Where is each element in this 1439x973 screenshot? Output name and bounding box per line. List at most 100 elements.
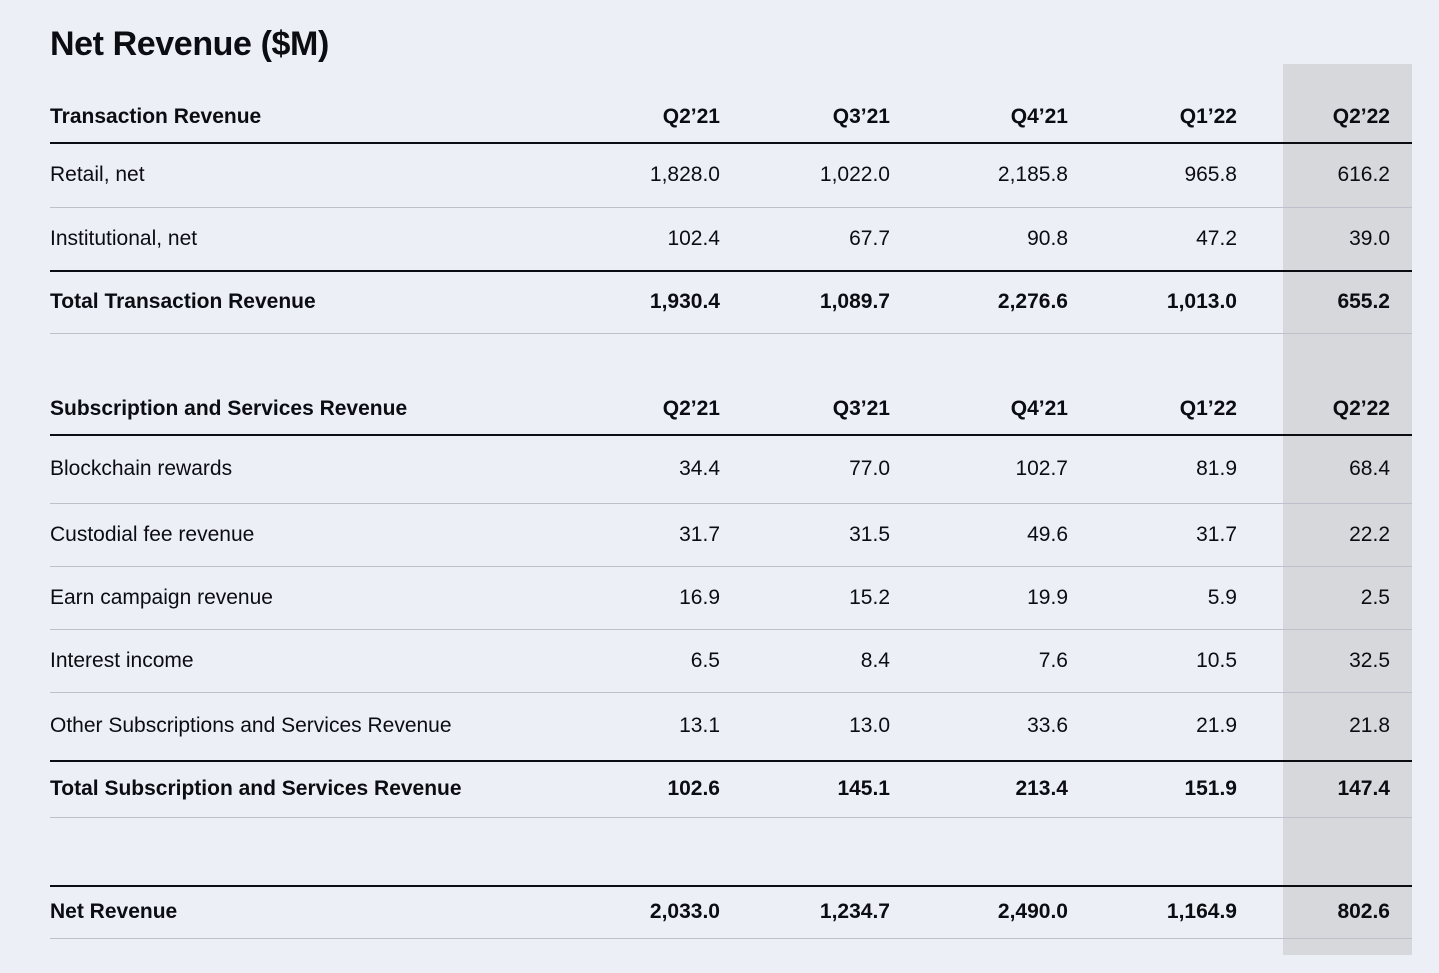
- value-cell: 1,164.9: [1068, 885, 1237, 939]
- value-cell: 15.2: [720, 566, 890, 630]
- value-cell: 965.8: [1068, 143, 1237, 208]
- total-row-label: Total Subscription and Services Revenue: [50, 761, 550, 818]
- total-row-label: Total Transaction Revenue: [50, 271, 550, 334]
- spacer-cell: [1237, 64, 1283, 144]
- spacer-cell: [1237, 761, 1283, 818]
- value-cell: 151.9: [1068, 761, 1237, 818]
- value-cell: 5.9: [1068, 566, 1237, 630]
- column-header-q2-22-highlighted: Q2’22: [1283, 64, 1412, 144]
- highlight-band-cell: [1283, 817, 1412, 886]
- value-cell: 31.7: [550, 503, 720, 567]
- section-header-label: Transaction Revenue: [50, 64, 550, 144]
- column-header-q2-22-highlighted: Q2’22: [1283, 383, 1412, 436]
- value-cell: 21.9: [1068, 692, 1237, 762]
- row-interest-income: Interest income 6.5 8.4 7.6 10.5 32.5: [50, 629, 1412, 693]
- page-title: Net Revenue ($M): [50, 25, 329, 63]
- value-cell: 8.4: [720, 629, 890, 693]
- row-retail-net: Retail, net 1,828.0 1,022.0 2,185.8 965.…: [50, 143, 1412, 208]
- value-cell-highlighted: 616.2: [1283, 143, 1412, 208]
- highlight-band-cell: [1283, 333, 1412, 383]
- subscription-header-row: Subscription and Services Revenue Q2’21 …: [50, 383, 1412, 436]
- value-cell: 13.0: [720, 692, 890, 762]
- column-header-q2-21: Q2’21: [550, 64, 720, 144]
- spacer-row: [50, 817, 1412, 886]
- value-cell: 2,490.0: [890, 885, 1068, 939]
- value-cell: 1,089.7: [720, 271, 890, 334]
- row-custodial-fee-revenue: Custodial fee revenue 31.7 31.5 49.6 31.…: [50, 503, 1412, 567]
- value-cell-highlighted: 22.2: [1283, 503, 1412, 567]
- value-cell-highlighted: 802.6: [1283, 885, 1412, 939]
- value-cell-highlighted: 39.0: [1283, 207, 1412, 272]
- value-cell: 1,828.0: [550, 143, 720, 208]
- value-cell-highlighted: 68.4: [1283, 435, 1412, 504]
- value-cell: 2,276.6: [890, 271, 1068, 334]
- value-cell: 77.0: [720, 435, 890, 504]
- highlight-band-cell: [1283, 938, 1412, 955]
- spacer-cell: [50, 333, 550, 383]
- value-cell-highlighted: 21.8: [1283, 692, 1412, 762]
- section-header-label: Subscription and Services Revenue: [50, 383, 550, 436]
- grand-total-label: Net Revenue: [50, 885, 550, 939]
- spacer-row: [50, 938, 1412, 955]
- column-header-q1-22: Q1’22: [1068, 64, 1237, 144]
- spacer-cell: [1237, 566, 1283, 630]
- spacer-row: [50, 333, 1412, 383]
- value-cell: 81.9: [1068, 435, 1237, 504]
- spacer-cell: [50, 938, 550, 955]
- value-cell: 2,033.0: [550, 885, 720, 939]
- value-cell: 102.4: [550, 207, 720, 272]
- value-cell: 213.4: [890, 761, 1068, 818]
- value-cell: 145.1: [720, 761, 890, 818]
- value-cell: 90.8: [890, 207, 1068, 272]
- row-label: Interest income: [50, 629, 550, 693]
- value-cell: 7.6: [890, 629, 1068, 693]
- value-cell: 67.7: [720, 207, 890, 272]
- spacer-cell: [1237, 435, 1283, 504]
- spacer-cell: [1237, 503, 1283, 567]
- value-cell: 33.6: [890, 692, 1068, 762]
- value-cell: 19.9: [890, 566, 1068, 630]
- row-label: Institutional, net: [50, 207, 550, 272]
- value-cell: 47.2: [1068, 207, 1237, 272]
- column-header-q2-21: Q2’21: [550, 383, 720, 436]
- row-total-subscription-revenue: Total Subscription and Services Revenue …: [50, 761, 1412, 818]
- spacer-cell: [1237, 383, 1283, 436]
- column-header-q1-22: Q1’22: [1068, 383, 1237, 436]
- value-cell-highlighted: 2.5: [1283, 566, 1412, 630]
- spacer-cell: [1237, 885, 1283, 939]
- column-header-q3-21: Q3’21: [720, 64, 890, 144]
- column-header-q3-21: Q3’21: [720, 383, 890, 436]
- row-label: Custodial fee revenue: [50, 503, 550, 567]
- value-cell: 1,234.7: [720, 885, 890, 939]
- transaction-header-row: Transaction Revenue Q2’21 Q3’21 Q4’21 Q1…: [50, 64, 1412, 144]
- value-cell: 6.5: [550, 629, 720, 693]
- row-label: Retail, net: [50, 143, 550, 208]
- row-label: Earn campaign revenue: [50, 566, 550, 630]
- column-header-q4-21: Q4’21: [890, 64, 1068, 144]
- row-label: Other Subscriptions and Services Revenue: [50, 692, 550, 762]
- spacer-cell: [1237, 143, 1283, 208]
- row-other-subscriptions-and-services: Other Subscriptions and Services Revenue…: [50, 692, 1412, 762]
- value-cell-highlighted: 655.2: [1283, 271, 1412, 334]
- spacer-cell: [1237, 271, 1283, 334]
- value-cell: 31.7: [1068, 503, 1237, 567]
- value-cell-highlighted: 147.4: [1283, 761, 1412, 818]
- value-cell: 2,185.8: [890, 143, 1068, 208]
- row-label: Blockchain rewards: [50, 435, 550, 504]
- value-cell: 1,930.4: [550, 271, 720, 334]
- column-header-q4-21: Q4’21: [890, 383, 1068, 436]
- row-institutional-net: Institutional, net 102.4 67.7 90.8 47.2 …: [50, 207, 1412, 272]
- row-earn-campaign-revenue: Earn campaign revenue 16.9 15.2 19.9 5.9…: [50, 566, 1412, 630]
- net-revenue-table: Transaction Revenue Q2’21 Q3’21 Q4’21 Q1…: [50, 64, 1412, 955]
- spacer-cell: [1237, 629, 1283, 693]
- row-total-transaction-revenue: Total Transaction Revenue 1,930.4 1,089.…: [50, 271, 1412, 334]
- value-cell: 49.6: [890, 503, 1068, 567]
- value-cell-highlighted: 32.5: [1283, 629, 1412, 693]
- value-cell: 1,022.0: [720, 143, 890, 208]
- value-cell: 102.7: [890, 435, 1068, 504]
- value-cell: 31.5: [720, 503, 890, 567]
- value-cell: 13.1: [550, 692, 720, 762]
- value-cell: 1,013.0: [1068, 271, 1237, 334]
- row-net-revenue: Net Revenue 2,033.0 1,234.7 2,490.0 1,16…: [50, 885, 1412, 939]
